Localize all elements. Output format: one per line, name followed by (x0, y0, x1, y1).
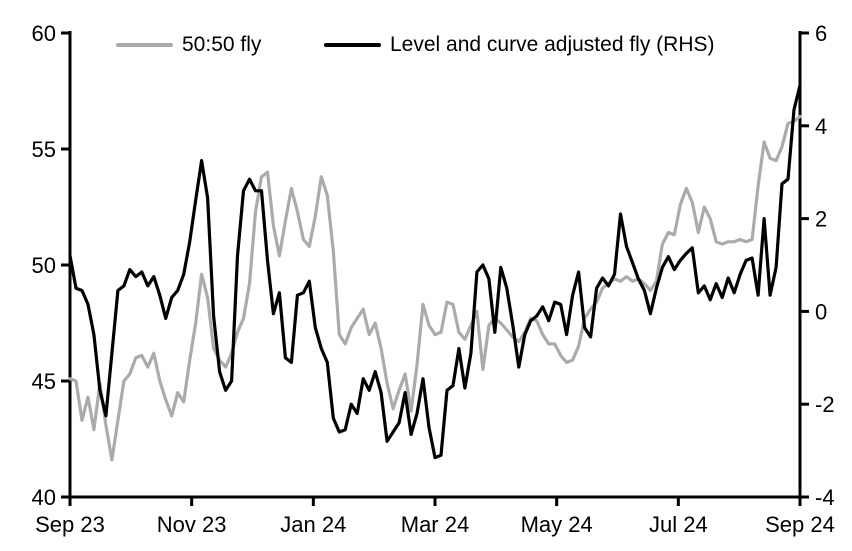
x-axis-tick-label: Jan 24 (280, 512, 346, 537)
right-axis-tick-label: 4 (815, 114, 827, 139)
left-axis-tick-label: 60 (32, 21, 56, 46)
axes (68, 31, 802, 499)
x-axis-tick-label: Sep 23 (35, 512, 105, 537)
series-line-5050-fly (68, 114, 802, 462)
right-axis-tick-label: -2 (815, 392, 835, 417)
right-axis-tick-label: 0 (815, 299, 827, 324)
x-axis-tick-label: Sep 24 (765, 512, 835, 537)
axis-ticks (61, 31, 809, 506)
left-axis-tick-label: 45 (32, 369, 56, 394)
x-axis-tick-label: Nov 23 (157, 512, 227, 537)
legend-item-level-curve-fly: Level and curve adjusted fly (RHS) (324, 33, 715, 56)
data-series (68, 83, 802, 462)
legend-line-sample-black (324, 43, 381, 47)
series-line-level-curve-adjusted-fly (68, 83, 802, 460)
left-axis-tick-label: 50 (32, 253, 56, 278)
axis-tick-labels: 40 45 50 55 60 -4 -2 0 2 4 6 Sep 23 Nov 23 Jan 24 Mar … (32, 21, 835, 537)
left-axis-tick-label: 55 (32, 137, 56, 162)
legend-item-5050-fly: 50:50 fly (116, 33, 262, 56)
right-axis-tick-label: 2 (815, 207, 827, 232)
x-axis-tick-label: Jul 24 (649, 512, 708, 537)
legend-label-5050-fly: 50:50 fly (182, 33, 262, 56)
right-axis-tick-label: -4 (815, 485, 835, 510)
x-axis-tick-label: May 24 (521, 512, 593, 537)
legend-line-sample-gray (116, 43, 173, 47)
right-axis-tick-label: 6 (815, 21, 827, 46)
x-axis-tick-label: Mar 24 (401, 512, 469, 537)
left-axis-tick-label: 40 (32, 485, 56, 510)
legend-label-level-curve-fly: Level and curve adjusted fly (RHS) (390, 33, 715, 56)
